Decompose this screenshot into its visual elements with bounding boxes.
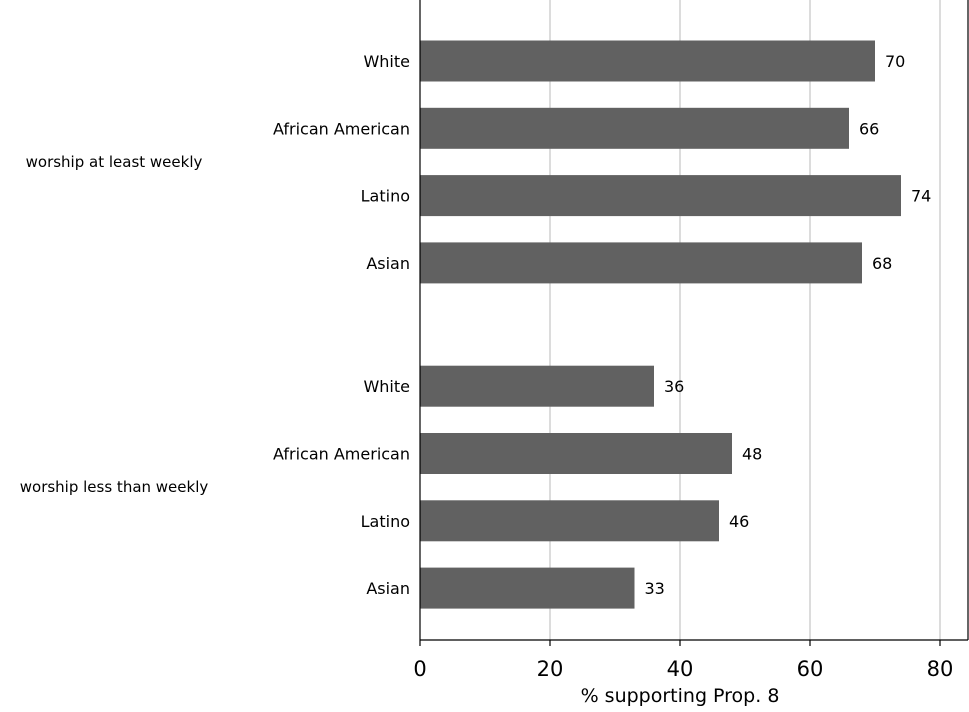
category-label: White bbox=[363, 52, 410, 71]
x-tick-label-60: 60 bbox=[797, 657, 824, 681]
bar-2-asian bbox=[420, 567, 635, 609]
value-label: 36 bbox=[664, 377, 684, 396]
bar-1-african-american bbox=[420, 107, 849, 149]
value-label: 68 bbox=[872, 254, 892, 273]
bar-1-latino bbox=[420, 175, 901, 217]
value-label: 46 bbox=[729, 512, 749, 531]
bars bbox=[420, 40, 901, 609]
category-label: Asian bbox=[366, 579, 410, 598]
value-label: 48 bbox=[742, 445, 762, 464]
x-tick-label-0: 0 bbox=[413, 657, 426, 681]
x-tick-label-80: 80 bbox=[927, 657, 954, 681]
bar-2-latino bbox=[420, 500, 719, 542]
category-label: African American bbox=[273, 445, 410, 464]
bar-2-white bbox=[420, 365, 654, 407]
value-label: 66 bbox=[859, 119, 879, 138]
category-label: African American bbox=[273, 119, 410, 138]
bar-2-african-american bbox=[420, 433, 732, 474]
bar-1-asian bbox=[420, 242, 862, 284]
gridlines bbox=[549, 0, 941, 640]
category-label: Latino bbox=[361, 512, 410, 531]
group-label: worship less than weekly bbox=[20, 478, 209, 496]
value-label: 74 bbox=[911, 187, 931, 206]
category-label: Latino bbox=[361, 187, 410, 206]
labels: White 70 African American 66 Latino 74 Asian 68… bbox=[20, 52, 932, 598]
axes: 0 20 40 60 80 bbox=[413, 0, 969, 681]
category-label: White bbox=[363, 377, 410, 396]
bar-1-white bbox=[420, 40, 875, 82]
value-label: 33 bbox=[645, 579, 665, 598]
value-label: 70 bbox=[885, 52, 905, 71]
x-tick-label-20: 20 bbox=[537, 657, 564, 681]
x-tick-label-40: 40 bbox=[667, 657, 694, 681]
x-axis-title: % supporting Prop. 8 bbox=[581, 685, 780, 707]
category-label: Asian bbox=[366, 254, 410, 273]
group-label: worship at least weekly bbox=[26, 153, 203, 171]
